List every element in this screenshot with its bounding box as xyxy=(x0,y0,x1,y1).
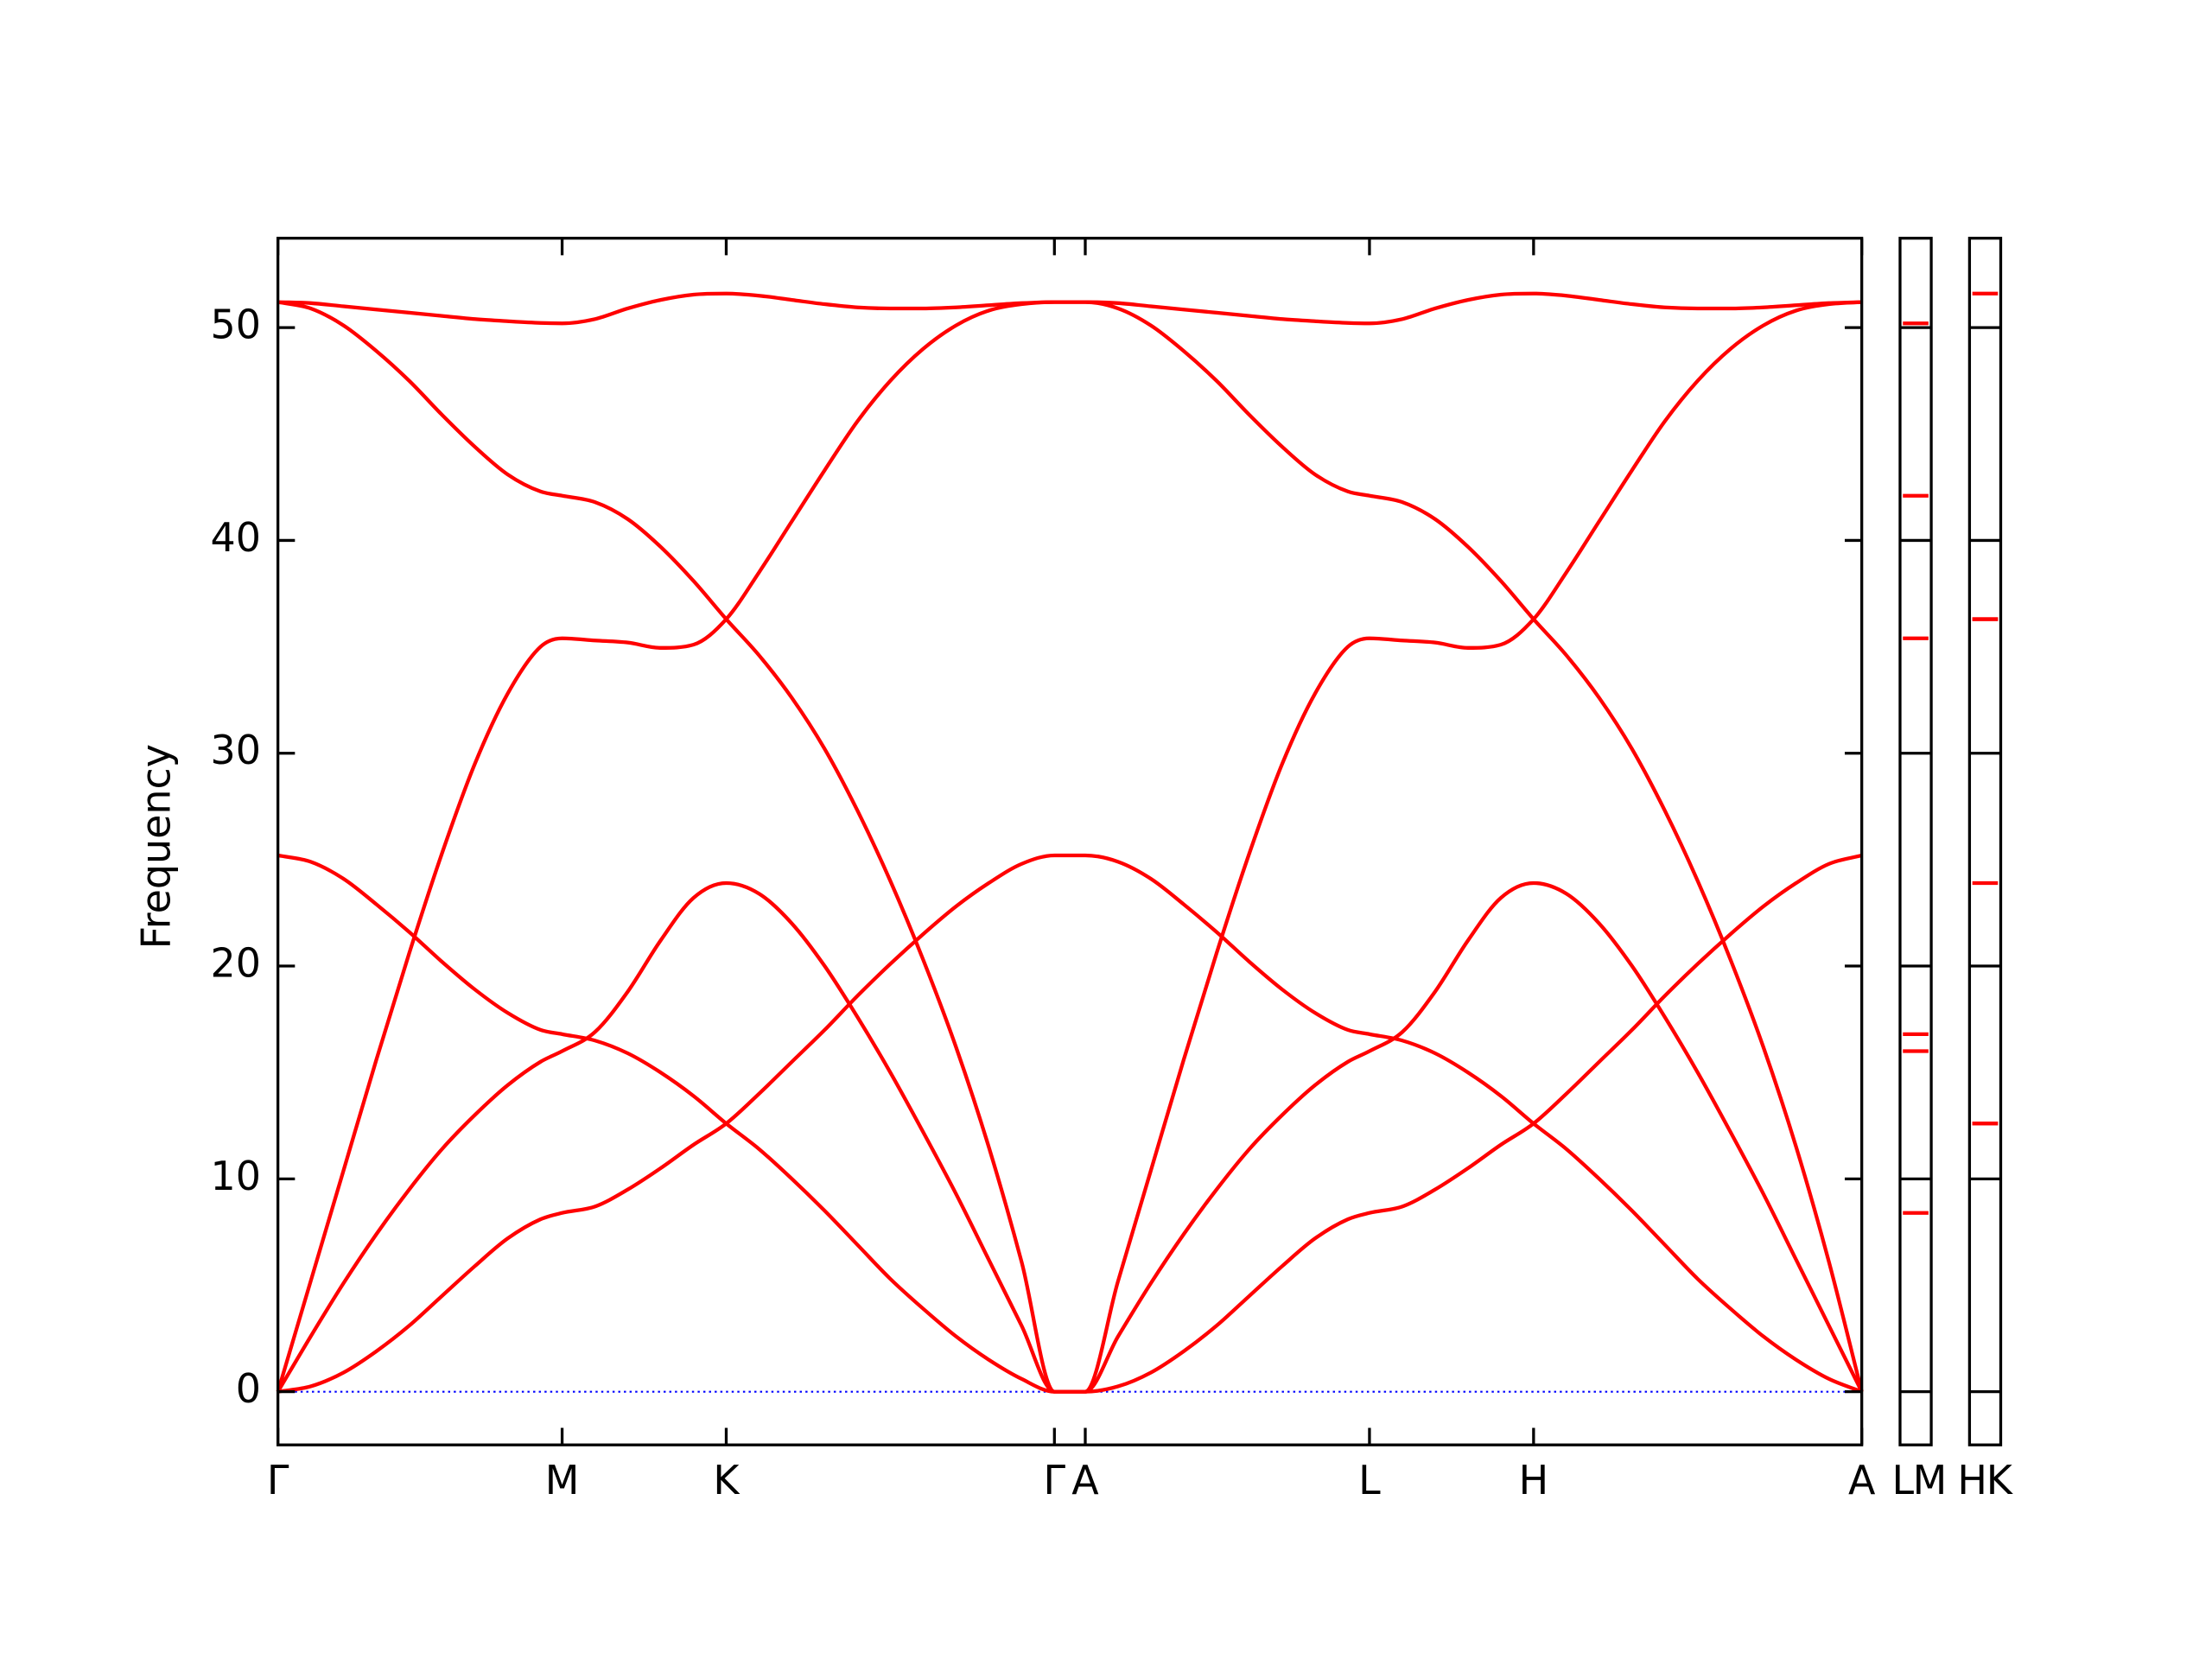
band-line xyxy=(277,291,1862,326)
y-axis-label: Frequency xyxy=(132,744,179,949)
x-tick-label: L xyxy=(1358,1457,1381,1503)
plot-frame xyxy=(276,237,1864,1446)
panel-frame xyxy=(1967,237,2003,1446)
y-tick-label: 40 xyxy=(210,514,260,561)
x-tick-label: A xyxy=(1848,1457,1876,1503)
x-tick-label: H xyxy=(1957,1457,1987,1503)
x-tick-label: K xyxy=(1986,1457,2014,1503)
x-tick-label: H xyxy=(1519,1457,1549,1503)
x-tick-label: L xyxy=(1891,1457,1914,1503)
band-line xyxy=(277,853,1863,1394)
y-tick-label: 30 xyxy=(210,727,260,773)
y-tick-label: 20 xyxy=(210,940,260,987)
panel-frame xyxy=(1898,237,1933,1446)
x-tick-label: Γ xyxy=(267,1457,289,1503)
band-line xyxy=(277,853,1864,1394)
x-tick-label: M xyxy=(1913,1457,1948,1503)
x-tick-label: Γ xyxy=(1044,1457,1066,1503)
y-tick-label: 0 xyxy=(236,1365,261,1412)
x-tick-label: A xyxy=(1071,1457,1099,1503)
x-tick-label: K xyxy=(713,1457,741,1503)
band-line xyxy=(277,300,1862,1394)
y-tick-label: 50 xyxy=(210,302,260,348)
x-tick-label: M xyxy=(545,1457,580,1503)
y-tick-label: 10 xyxy=(210,1153,260,1199)
